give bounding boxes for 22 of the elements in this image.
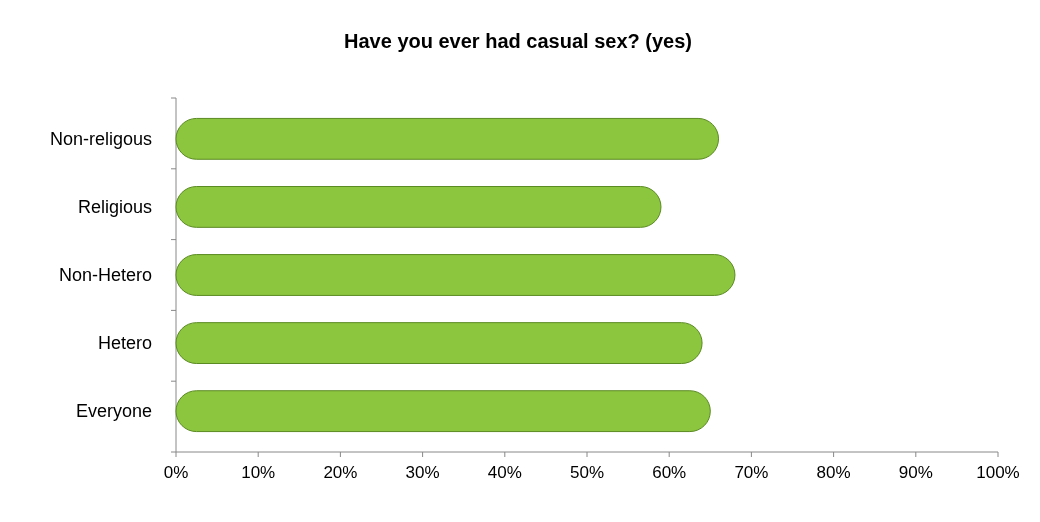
x-tick-label: 0%: [163, 463, 189, 482]
x-tick-label: 100%: [976, 463, 1020, 482]
x-tick-label: 70%: [734, 463, 769, 482]
bar: [175, 117, 720, 160]
y-tick-label: Hetero: [97, 333, 152, 354]
y-tick-label: Everyone: [75, 401, 152, 422]
x-tick-label: 30%: [405, 463, 440, 482]
x-tick-label: 10%: [241, 463, 276, 482]
bar: [175, 186, 662, 228]
x-tick-label: 60%: [652, 463, 687, 482]
bar: [175, 390, 711, 433]
bar: [175, 254, 736, 296]
y-tick-label: Religious: [77, 197, 152, 218]
y-tick-label: Non-religous: [49, 129, 152, 150]
bar: [175, 322, 703, 364]
x-tick-label: 20%: [323, 463, 358, 482]
x-tick-label: 80%: [816, 463, 851, 482]
x-tick-label: 50%: [569, 463, 605, 482]
x-tick-label: 90%: [898, 463, 933, 482]
x-tick-label: 40%: [487, 463, 522, 482]
y-tick-label: Non-Hetero: [58, 265, 152, 286]
chart-title: Have you ever had casual sex? (yes): [344, 30, 692, 52]
